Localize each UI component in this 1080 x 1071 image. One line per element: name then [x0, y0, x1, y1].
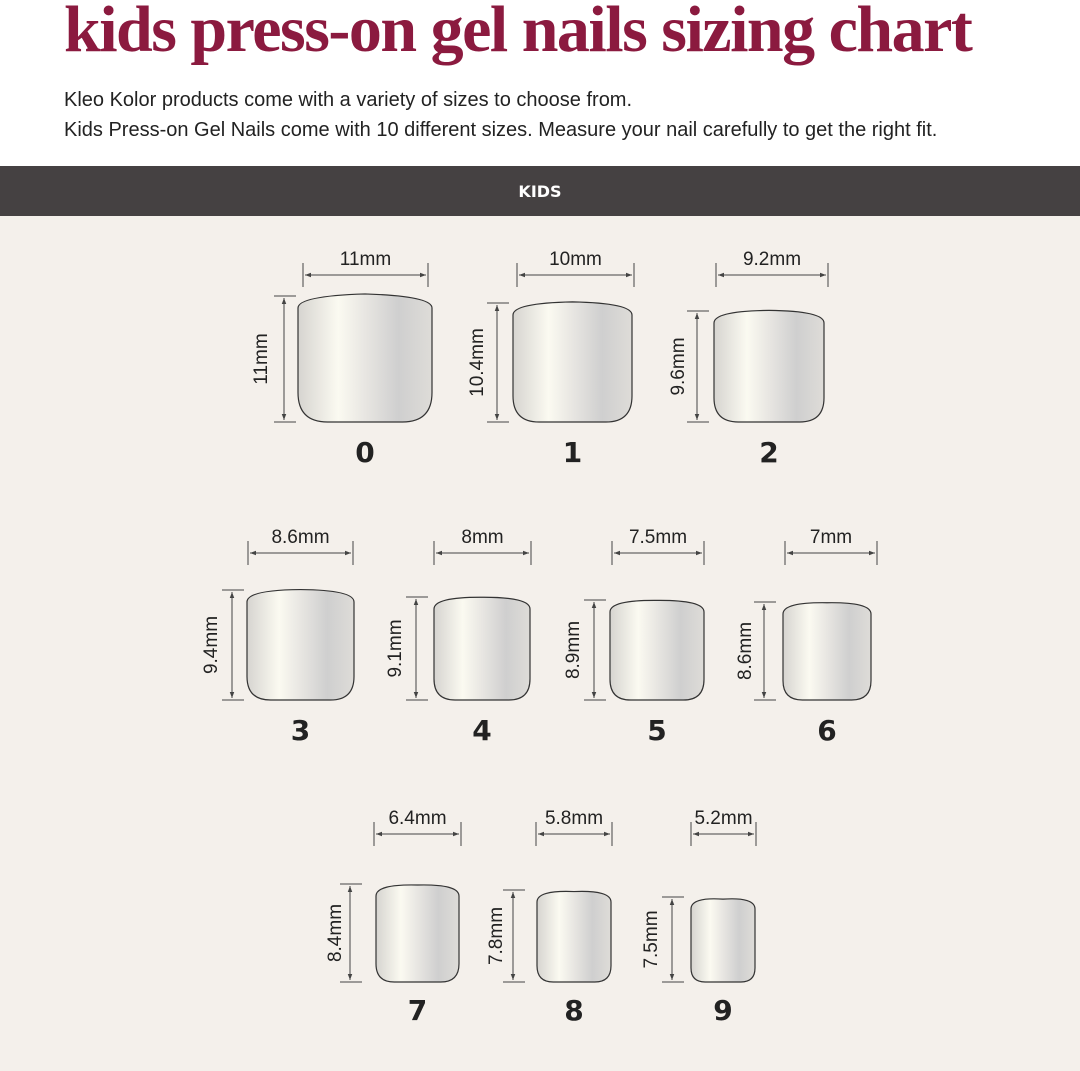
nail-size: 5.2mm 7.5mm 9 — [641, 808, 757, 1027]
height-label: 7.8mm — [486, 907, 507, 965]
nail — [782, 602, 872, 701]
nail — [536, 890, 612, 983]
size-number: 5 — [647, 714, 666, 747]
nail-size: 11mm 11mm 0 — [251, 249, 433, 469]
nail — [609, 599, 705, 701]
width-label: 5.8mm — [545, 808, 603, 829]
size-number: 7 — [408, 994, 427, 1027]
nail — [690, 898, 756, 983]
size-number: 1 — [563, 436, 582, 469]
title: kids press-on gel nails sizing chart — [64, 0, 973, 66]
width-label: 7mm — [810, 527, 852, 548]
size-number: 9 — [713, 994, 732, 1027]
height-label: 9.6mm — [668, 337, 689, 395]
nail-size: 6.4mm 8.4mm 7 — [325, 808, 462, 1027]
nail-size: 7.5mm 8.9mm 5 — [563, 527, 705, 747]
width-label: 11mm — [340, 249, 391, 270]
nail — [512, 301, 633, 423]
height-label: 8.9mm — [563, 621, 584, 679]
height-label: 9.1mm — [385, 619, 406, 677]
height-label: 11mm — [251, 333, 272, 384]
height-label: 7.5mm — [641, 910, 662, 968]
nail-size: 5.8mm 7.8mm 8 — [486, 808, 613, 1027]
width-label: 5.2mm — [694, 808, 752, 829]
size-number: 4 — [472, 714, 491, 747]
width-label: 8mm — [461, 527, 503, 548]
intro-line: Kleo Kolor products come with a variety … — [64, 89, 633, 111]
nail — [297, 293, 433, 423]
nail — [433, 596, 531, 701]
nail — [246, 588, 355, 701]
height-label: 10.4mm — [467, 328, 488, 397]
size-chart: 11mm 11mm 0 10mm 10.4mm 1 9.2mm 9.6mm 2 8.6mm 9.4m… — [0, 216, 1080, 1071]
size-number: 2 — [759, 436, 778, 469]
nail-size: 7mm 8.6mm 6 — [735, 527, 878, 747]
section-band: KIDS — [0, 166, 1080, 216]
size-number: 0 — [355, 436, 374, 469]
height-label: 8.4mm — [325, 904, 346, 962]
height-label: 8.6mm — [735, 622, 756, 680]
width-label: 6.4mm — [388, 808, 446, 829]
nail — [375, 884, 460, 983]
nail — [713, 309, 825, 423]
width-label: 8.6mm — [271, 527, 329, 548]
nail-size: 9.2mm 9.6mm 2 — [668, 249, 829, 469]
size-number: 6 — [817, 714, 836, 747]
size-number: 8 — [564, 994, 583, 1027]
width-label: 10mm — [549, 249, 602, 270]
size-number: 3 — [291, 714, 310, 747]
intro-line: Kids Press-on Gel Nails come with 10 dif… — [64, 119, 938, 141]
nail-size: 8mm 9.1mm 4 — [385, 527, 532, 747]
width-label: 9.2mm — [743, 249, 801, 270]
height-label: 9.4mm — [201, 616, 222, 674]
nail-size: 8.6mm 9.4mm 3 — [201, 527, 355, 747]
nail-size: 10mm 10.4mm 1 — [467, 249, 635, 469]
width-label: 7.5mm — [629, 527, 687, 548]
